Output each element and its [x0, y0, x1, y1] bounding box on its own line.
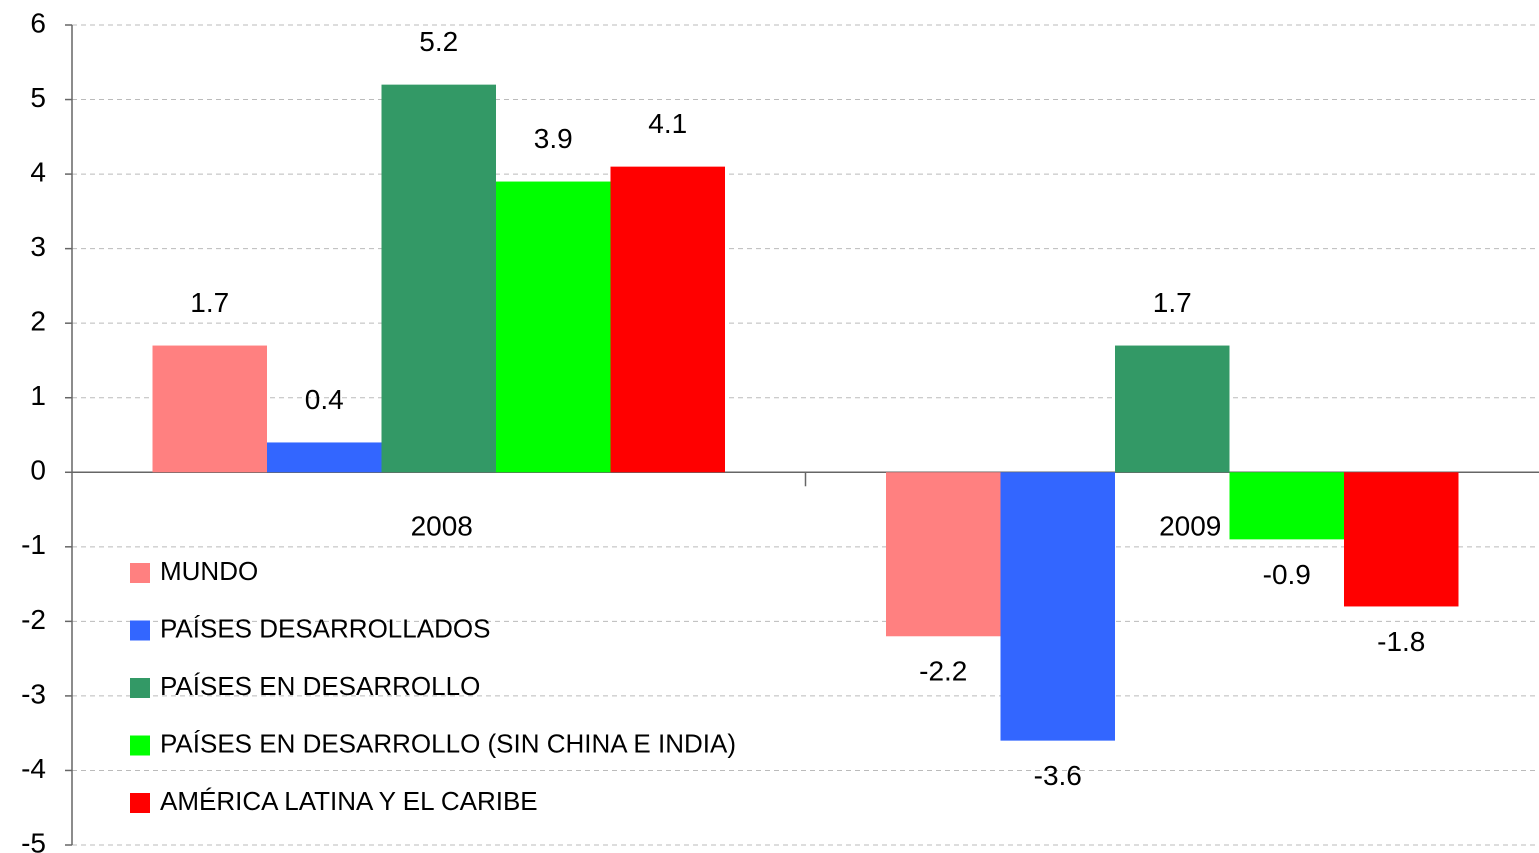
bar: [1229, 472, 1344, 540]
y-tick-label: 0: [30, 455, 46, 486]
y-tick-label: 3: [30, 231, 46, 262]
legend-swatch: [130, 735, 150, 756]
value-label: -2.2: [919, 656, 967, 687]
y-tick-label: 4: [30, 156, 46, 187]
y-tick-label: -3: [21, 678, 46, 709]
bar: [1115, 345, 1230, 473]
bar: [496, 181, 611, 473]
bar: [152, 345, 267, 473]
y-tick-label: -2: [21, 604, 46, 635]
bar: [267, 442, 382, 473]
y-tick-label: 6: [30, 7, 46, 38]
legend-swatch: [130, 678, 150, 698]
legend-label: PAÍSES DESARROLLADOS: [160, 613, 490, 643]
value-label: -0.9: [1263, 559, 1311, 590]
y-tick-label: 2: [30, 306, 46, 337]
bar: [1344, 472, 1459, 607]
bar: [886, 472, 1001, 637]
bar: [1000, 472, 1115, 741]
bar: [610, 166, 725, 473]
y-tick-label: -1: [21, 529, 46, 560]
y-tick-label: -5: [21, 827, 46, 853]
value-label: 1.7: [1153, 287, 1192, 318]
value-label: 4.1: [648, 108, 687, 139]
bar: [381, 84, 496, 473]
legend-label: PAÍSES EN DESARROLLO: [160, 671, 480, 701]
value-label: -1.8: [1377, 626, 1425, 657]
value-label: 1.7: [190, 287, 229, 318]
y-tick-label: 1: [30, 380, 46, 411]
legend-swatch: [130, 620, 150, 641]
x-tick-label: 2009: [1159, 511, 1221, 542]
legend-swatch: [130, 563, 150, 583]
value-label: 0.4: [305, 384, 344, 415]
x-tick-label: 2008: [411, 511, 473, 542]
legend-label: AMÉRICA LATINA Y EL CARIBE: [160, 786, 538, 816]
legend-label: MUNDO: [160, 556, 258, 586]
value-label: -3.6: [1034, 760, 1082, 791]
legend-label: PAÍSES EN DESARROLLO (SIN CHINA E INDIA): [160, 728, 736, 758]
value-label: 3.9: [534, 123, 573, 154]
y-tick-label: -4: [21, 753, 46, 784]
y-tick-label: 5: [30, 82, 46, 113]
legend-swatch: [130, 793, 150, 813]
value-label: 5.2: [419, 26, 458, 57]
